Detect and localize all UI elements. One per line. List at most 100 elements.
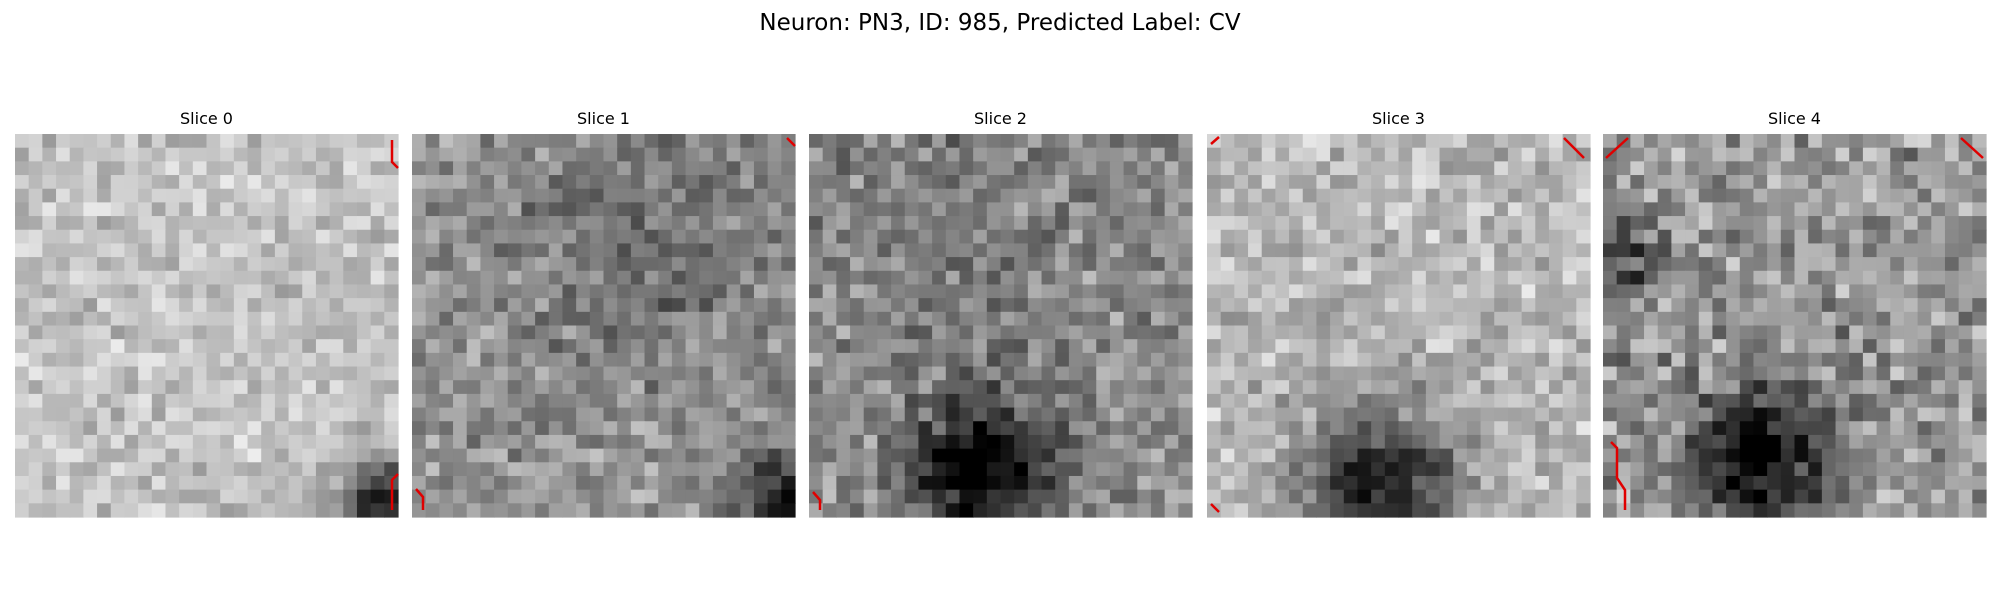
pixel xyxy=(699,421,714,436)
pixel xyxy=(453,175,468,190)
pixel xyxy=(945,393,961,409)
pixel xyxy=(1507,325,1523,340)
pixel xyxy=(1685,407,1700,422)
pixel xyxy=(904,134,920,149)
pixel xyxy=(220,407,235,422)
pixel xyxy=(781,339,796,354)
pixel xyxy=(863,462,878,477)
pixel xyxy=(1302,257,1318,272)
pixel xyxy=(1123,243,1138,258)
pixel xyxy=(891,366,906,381)
pixel xyxy=(1302,216,1318,231)
pixel xyxy=(1712,202,1727,217)
pixel xyxy=(617,202,632,217)
pixel xyxy=(425,161,440,176)
pixel xyxy=(329,339,344,354)
pixel xyxy=(1068,503,1084,518)
pixel xyxy=(1657,489,1672,504)
pixel xyxy=(1603,216,1618,231)
pixel xyxy=(863,489,878,504)
pixel xyxy=(1972,243,1987,258)
pixel xyxy=(644,311,659,327)
pixel xyxy=(425,147,440,162)
pixel xyxy=(453,243,468,258)
pixel xyxy=(726,311,741,327)
pixel xyxy=(56,311,71,327)
pixel xyxy=(904,243,920,258)
pixel xyxy=(1849,216,1864,231)
pixel xyxy=(288,448,303,463)
pixel xyxy=(918,366,933,381)
pixel xyxy=(589,352,605,368)
pixel xyxy=(1425,407,1441,422)
pixel xyxy=(370,380,385,395)
pixel xyxy=(1494,366,1509,381)
pixel xyxy=(412,407,427,422)
pixel xyxy=(644,325,659,340)
pixel xyxy=(576,503,591,518)
pixel xyxy=(56,475,71,491)
pixel xyxy=(781,366,796,381)
pixel xyxy=(453,216,468,231)
pixel xyxy=(1726,216,1741,231)
pixel xyxy=(1275,339,1290,354)
pixel xyxy=(959,311,974,327)
pixel xyxy=(932,448,947,463)
pixel xyxy=(576,489,591,504)
pixel xyxy=(1261,421,1276,436)
pixel xyxy=(1425,393,1441,409)
pixel xyxy=(466,325,481,340)
pixel xyxy=(110,188,126,203)
pixel xyxy=(1150,298,1166,313)
pixel xyxy=(822,270,837,286)
pixel xyxy=(904,311,920,327)
pixel xyxy=(1535,421,1550,436)
pixel xyxy=(83,216,98,231)
pixel xyxy=(1234,270,1249,286)
pixel xyxy=(138,475,153,491)
pixel xyxy=(206,202,221,217)
pixel xyxy=(1343,147,1359,162)
pixel xyxy=(1685,243,1700,258)
pixel xyxy=(1027,202,1043,217)
pixel xyxy=(1548,202,1564,217)
pixel xyxy=(124,475,139,491)
pixel xyxy=(1958,257,1973,272)
pixel xyxy=(1000,147,1015,162)
pixel xyxy=(1164,216,1179,231)
pixel xyxy=(343,202,358,217)
pixel xyxy=(439,229,454,245)
pixel xyxy=(28,380,43,395)
pixel xyxy=(69,421,84,436)
pixel xyxy=(740,393,755,409)
pixel xyxy=(1903,257,1919,272)
pixel xyxy=(1603,161,1618,176)
pixel xyxy=(1767,489,1782,504)
pixel xyxy=(453,147,468,162)
pixel xyxy=(1849,270,1864,286)
pixel xyxy=(850,462,865,477)
pixel xyxy=(206,257,221,272)
pixel xyxy=(973,311,988,327)
pixel xyxy=(1521,216,1536,231)
pixel xyxy=(1903,407,1919,422)
pixel xyxy=(904,380,920,395)
pixel xyxy=(28,298,43,313)
pixel xyxy=(1931,380,1946,395)
pixel xyxy=(973,462,988,477)
pixel xyxy=(959,407,974,422)
pixel xyxy=(1316,134,1331,149)
pixel xyxy=(1398,229,1413,245)
pixel xyxy=(1014,175,1029,190)
pixel xyxy=(1234,161,1249,176)
pixel xyxy=(302,407,317,422)
pixel xyxy=(439,284,454,299)
pixel xyxy=(1027,352,1043,368)
pixel xyxy=(1425,475,1441,491)
pixel xyxy=(1576,188,1591,203)
pixel xyxy=(412,270,427,286)
pixel xyxy=(1041,202,1056,217)
pixel xyxy=(220,489,235,504)
pixel xyxy=(507,161,523,176)
pixel xyxy=(685,311,700,327)
